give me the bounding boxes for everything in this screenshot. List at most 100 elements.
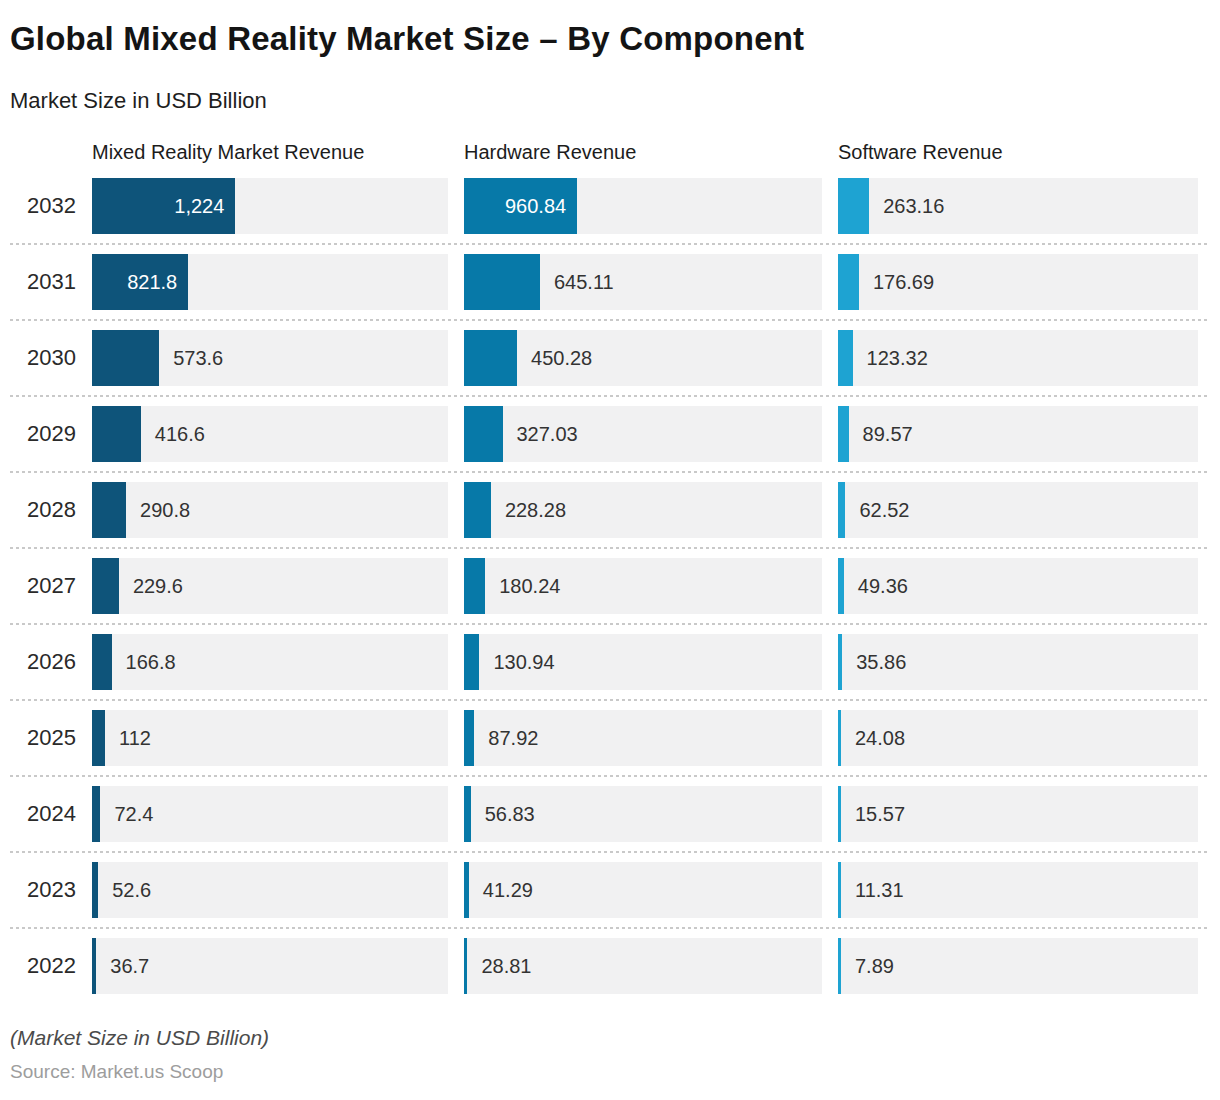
dotted-line <box>10 319 1208 321</box>
bar <box>92 558 119 614</box>
bar-value-label: 960.84 <box>505 195 577 218</box>
row-separator <box>10 234 1198 254</box>
bar-value-label: 327.03 <box>517 423 578 446</box>
year-label: 2023 <box>10 862 76 918</box>
bar-value-label: 123.32 <box>867 347 928 370</box>
year-label: 2031 <box>10 254 76 310</box>
bar <box>92 482 126 538</box>
bar-track: 15.57 <box>838 786 1198 842</box>
row-separator <box>10 842 1198 862</box>
bar-value-label: 645.11 <box>554 271 614 294</box>
bar-value-label: 56.83 <box>485 803 535 826</box>
bar-track: 960.84 <box>464 178 822 234</box>
year-label: 2022 <box>10 938 76 994</box>
bar <box>92 710 105 766</box>
bar-value-label: 89.57 <box>863 423 913 446</box>
bar-track: 36.7 <box>92 938 448 994</box>
bar-track: 450.28 <box>464 330 822 386</box>
bar-track: 52.6 <box>92 862 448 918</box>
bar <box>464 862 469 918</box>
bar-track: 228.28 <box>464 482 822 538</box>
row-separator <box>10 538 1198 558</box>
bar-value-label: 62.52 <box>859 499 909 522</box>
bar <box>838 254 859 310</box>
bar <box>92 862 98 918</box>
bar-track: 41.29 <box>464 862 822 918</box>
bar: 1,224 <box>92 178 235 234</box>
bar-value-label: 72.4 <box>114 803 153 826</box>
bar-value-label: 28.81 <box>481 955 531 978</box>
dotted-line <box>10 851 1208 853</box>
bar-value-label: 229.6 <box>133 575 183 598</box>
bar <box>92 786 100 842</box>
bar-track: 166.8 <box>92 634 448 690</box>
year-label: 2026 <box>10 634 76 690</box>
bar-value-label: 450.28 <box>531 347 592 370</box>
bar <box>838 482 845 538</box>
bar-value-label: 166.8 <box>126 651 176 674</box>
row-separator <box>10 462 1198 482</box>
row-separator <box>10 766 1198 786</box>
bar-track: 112 <box>92 710 448 766</box>
bar-track: 176.69 <box>838 254 1198 310</box>
bar-value-label: 1,224 <box>174 195 235 218</box>
dotted-line <box>10 699 1208 701</box>
bar-track: 573.6 <box>92 330 448 386</box>
bar <box>838 634 842 690</box>
bar <box>838 710 841 766</box>
bar: 821.8 <box>92 254 188 310</box>
bar <box>464 482 491 538</box>
dotted-line <box>10 547 1208 549</box>
row-separator <box>10 310 1198 330</box>
bar-value-label: 87.92 <box>488 727 538 750</box>
bar-value-label: 821.8 <box>127 271 188 294</box>
bar-value-label: 7.89 <box>855 955 894 978</box>
bar-track: 290.8 <box>92 482 448 538</box>
bar-track: 24.08 <box>838 710 1198 766</box>
page-title: Global Mixed Reality Market Size – By Co… <box>10 18 1198 60</box>
bar <box>92 330 159 386</box>
bar <box>92 938 96 994</box>
bar-value-label: 130.94 <box>493 651 554 674</box>
footnote-unit: (Market Size in USD Billion) <box>10 1024 1198 1052</box>
bar <box>838 938 841 994</box>
bar <box>464 938 467 994</box>
bar <box>92 406 141 462</box>
bar-value-label: 112 <box>119 727 151 750</box>
bar-track: 7.89 <box>838 938 1198 994</box>
bar <box>838 178 869 234</box>
bar <box>464 406 503 462</box>
dotted-line <box>10 775 1208 777</box>
row-separator <box>10 386 1198 406</box>
bar-value-label: 176.69 <box>873 271 934 294</box>
bar-track: 56.83 <box>464 786 822 842</box>
bar-track: 72.4 <box>92 786 448 842</box>
chart-subtitle: Market Size in USD Billion <box>10 88 1198 114</box>
bar <box>838 406 849 462</box>
bar-value-label: 24.08 <box>855 727 905 750</box>
bar-track: 327.03 <box>464 406 822 462</box>
bar-track: 62.52 <box>838 482 1198 538</box>
row-separator <box>10 614 1198 634</box>
dotted-line <box>10 395 1208 397</box>
column-header-hardware-revenue: Hardware Revenue <box>464 140 822 178</box>
bar <box>838 862 841 918</box>
bar-track: 416.6 <box>92 406 448 462</box>
bar-track: 89.57 <box>838 406 1198 462</box>
column-header-software-revenue: Software Revenue <box>838 140 1198 178</box>
bar <box>464 558 485 614</box>
column-header-mixed-reality-revenue: Mixed Reality Market Revenue <box>92 140 448 178</box>
bar-value-label: 180.24 <box>499 575 560 598</box>
year-label: 2032 <box>10 178 76 234</box>
row-separator <box>10 918 1198 938</box>
bar-value-label: 263.16 <box>883 195 944 218</box>
year-label: 2029 <box>10 406 76 462</box>
bar-track: 35.86 <box>838 634 1198 690</box>
source-credit: Source: Market.us Scoop <box>10 1060 1198 1084</box>
bar-value-label: 228.28 <box>505 499 566 522</box>
bar-value-label: 49.36 <box>858 575 908 598</box>
bar <box>838 330 853 386</box>
bar-track: 123.32 <box>838 330 1198 386</box>
bar-value-label: 15.57 <box>855 803 905 826</box>
bar <box>92 634 112 690</box>
